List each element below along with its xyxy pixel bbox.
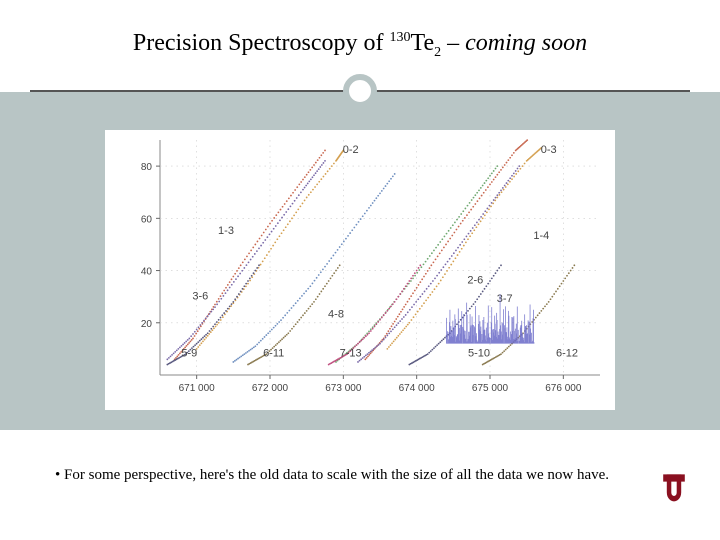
svg-text:0-2: 0-2 (343, 144, 359, 156)
spectroscopy-chart: 20 40 60 80 671 000 672 000 673 000 674 000 675 … (105, 130, 615, 410)
title-super: 130 (389, 30, 410, 45)
svg-text:3-7: 3-7 (497, 293, 513, 305)
svg-text:675 000: 675 000 (472, 383, 509, 394)
svg-text:0-3: 0-3 (541, 144, 557, 156)
svg-text:676 000: 676 000 (545, 383, 582, 394)
svg-text:672 000: 672 000 (252, 383, 289, 394)
svg-text:2-6: 2-6 (467, 275, 483, 287)
svg-text:80: 80 (141, 162, 153, 173)
svg-text:6-12: 6-12 (556, 348, 578, 360)
svg-text:1-3: 1-3 (218, 225, 234, 237)
svg-text:673 000: 673 000 (325, 383, 362, 394)
svg-text:7-13: 7-13 (340, 348, 362, 360)
svg-text:20: 20 (141, 319, 153, 330)
slide: Precision Spectroscopy of 130Te2 – comin… (0, 0, 720, 540)
svg-text:60: 60 (141, 214, 153, 225)
title-pre: Precision Spectroscopy of (133, 30, 390, 56)
bullet-text: For some perspective, here's the old dat… (55, 465, 630, 485)
svg-text:3-6: 3-6 (192, 290, 208, 302)
svg-text:5-9: 5-9 (181, 348, 197, 360)
title-element: Te (410, 30, 434, 56)
svg-text:40: 40 (141, 267, 153, 278)
svg-text:6-11: 6-11 (263, 348, 284, 360)
title-tail: coming soon (465, 30, 587, 56)
svg-text:674 000: 674 000 (399, 383, 436, 394)
chart-svg: 20 40 60 80 671 000 672 000 673 000 674 000 675 … (105, 130, 615, 410)
footer-area: For some perspective, here's the old dat… (0, 430, 720, 540)
ou-logo-icon (656, 469, 692, 505)
title-circle-icon (343, 74, 377, 108)
title-sep: – (441, 30, 465, 56)
svg-text:1-4: 1-4 (533, 230, 549, 242)
svg-text:5-10: 5-10 (468, 348, 490, 360)
svg-text:4-8: 4-8 (328, 309, 344, 321)
svg-text:671 000: 671 000 (179, 383, 216, 394)
page-title: Precision Spectroscopy of 130Te2 – comin… (133, 30, 587, 61)
